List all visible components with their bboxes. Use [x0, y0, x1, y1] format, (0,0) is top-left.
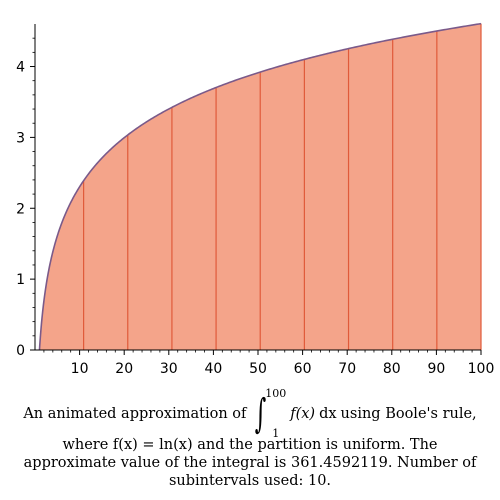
integrand: f(x)	[290, 406, 316, 422]
x-tick-label: 60	[294, 361, 312, 377]
x-tick-label: 50	[249, 361, 267, 377]
function-curve-layer	[38, 22, 482, 351]
integral-sign: ∫	[255, 391, 267, 437]
caption-suffix: using Boole's rule,	[340, 406, 477, 422]
x-tick-label: 20	[115, 361, 133, 377]
integral-expression: ∫ 100 1 f(x) dx	[250, 388, 336, 440]
caption-line-3: approximate value of the integral is 361…	[23, 455, 477, 471]
y-tick-label: 1	[16, 272, 25, 288]
y-axis-ticks: 0 1 2 3 4	[16, 37, 35, 359]
x-tick-label: 90	[427, 361, 445, 377]
y-tick-label: 4	[16, 60, 25, 76]
integral-limits: 100 1	[265, 388, 286, 440]
integral-upper-limit: 100	[265, 387, 287, 400]
x-axis-ticks: 10 20 30 40 50 60 70 80 90 100	[43, 350, 495, 377]
differential: dx	[319, 406, 337, 422]
y-tick-label: 0	[16, 343, 25, 359]
x-tick-label: 70	[338, 361, 356, 377]
caption-line-1: An animated approximation of ∫ 100 1 f(x…	[0, 388, 500, 440]
x-tick-label: 40	[204, 361, 222, 377]
integral-lower-limit: 1	[272, 427, 280, 440]
y-tick-label: 3	[16, 130, 25, 146]
chart: 10 20 30 40 50 60 70 80 90 100 0 1 2 3 4	[16, 22, 495, 377]
x-tick-label: 80	[383, 361, 401, 377]
x-tick-label: 30	[160, 361, 178, 377]
caption-line-4: subintervals used: 10.	[168, 473, 332, 489]
caption-line-2: where f(x) = ln(x) and the partition is …	[62, 437, 438, 453]
caption: An animated approximation of ∫ 100 1 f(x…	[0, 388, 500, 490]
x-tick-label: 10	[71, 361, 89, 377]
function-curve	[38, 22, 482, 351]
subinterval-edges	[83, 23, 482, 350]
y-tick-label: 2	[16, 201, 25, 217]
x-tick-label: 100	[468, 361, 495, 377]
caption-prefix: An animated approximation of	[23, 406, 247, 422]
caption-body: where f(x) = ln(x) and the partition is …	[0, 436, 500, 490]
